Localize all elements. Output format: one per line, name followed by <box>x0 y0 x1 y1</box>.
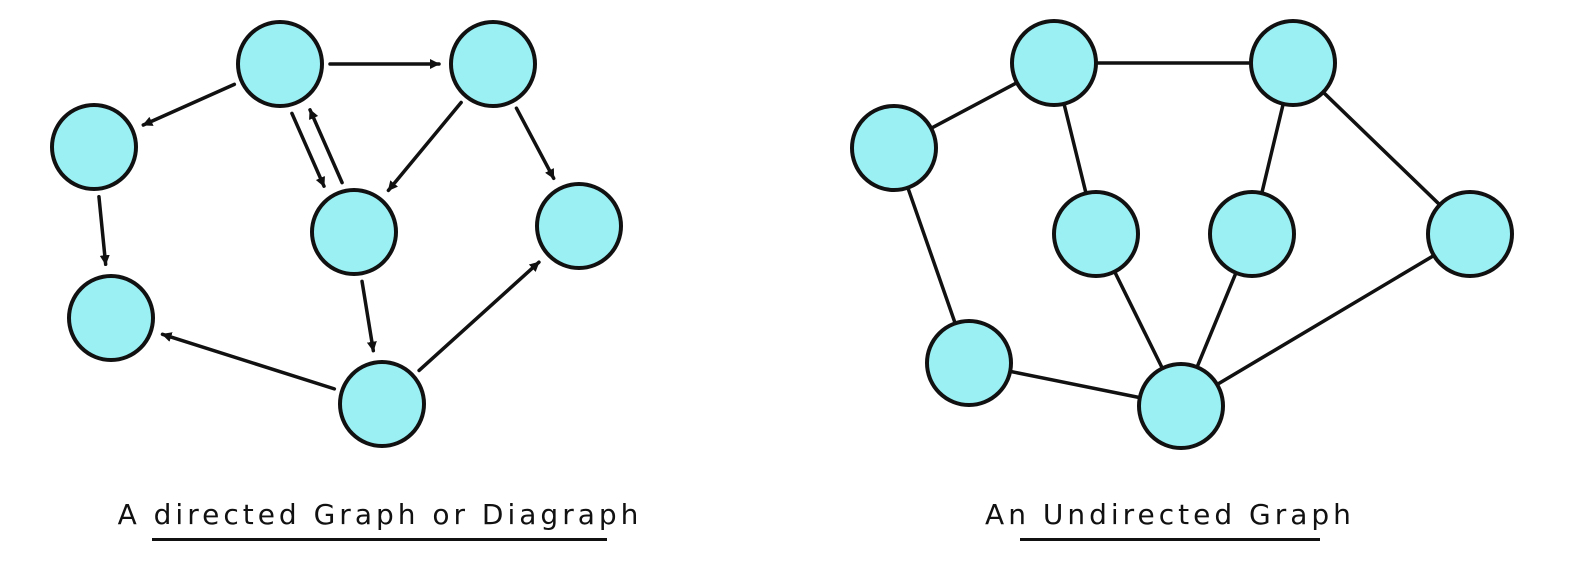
directed-edge-d1-d3 <box>141 82 237 127</box>
undirected-edge-u4-u8 <box>1112 269 1165 371</box>
undirected-node-u5 <box>1208 190 1296 278</box>
undirected-graph-caption: An Undirected Graph <box>985 498 1355 531</box>
undirected-graph-caption-underline <box>1020 538 1320 541</box>
directed-node-d6 <box>67 274 155 362</box>
undirected-edge-u5-u8 <box>1195 271 1238 369</box>
undirected-edge-u2-u6 <box>1321 90 1442 207</box>
undirected-graph-nodes <box>850 19 1514 450</box>
directed-graph-caption-underline <box>152 538 607 541</box>
directed-graph-nodes <box>50 20 623 448</box>
directed-node-d2 <box>449 20 537 108</box>
undirected-node-u7 <box>925 319 1013 407</box>
undirected-edge-u1-u3 <box>929 80 1019 131</box>
undirected-node-u6 <box>1426 190 1514 278</box>
directed-node-d7 <box>338 360 426 448</box>
undirected-edge-u3-u7 <box>906 185 957 326</box>
directed-edge-d2-d5 <box>514 106 556 181</box>
directed-node-d3 <box>50 103 138 191</box>
undirected-node-u4 <box>1052 190 1140 278</box>
directed-graph-caption: A directed Graph or Diagraph <box>117 498 643 531</box>
directed-edge-d3-d6 <box>97 195 110 267</box>
directed-edge-d4-d1 <box>308 108 344 185</box>
undirected-edge-u1-u4 <box>1062 102 1088 195</box>
directed-edge-d7-d5 <box>417 260 541 373</box>
directed-edge-d2-d4 <box>386 100 463 193</box>
undirected-node-u2 <box>1249 19 1337 107</box>
undirected-graph-edges <box>906 61 1442 400</box>
directed-node-d4 <box>310 188 398 276</box>
directed-edge-d1-d4 <box>290 111 326 188</box>
directed-node-d5 <box>535 182 623 270</box>
undirected-node-u8 <box>1137 362 1225 450</box>
undirected-edge-u2-u5 <box>1260 102 1285 195</box>
directed-graph-edges <box>97 59 556 391</box>
undirected-edge-u6-u8 <box>1215 253 1436 387</box>
undirected-node-u3 <box>850 104 938 192</box>
directed-edge-d4-d7 <box>360 279 377 353</box>
directed-edge-d7-d6 <box>160 332 337 391</box>
directed-node-d1 <box>236 20 324 108</box>
undirected-node-u1 <box>1010 19 1098 107</box>
undirected-edge-u7-u8 <box>1008 369 1142 400</box>
